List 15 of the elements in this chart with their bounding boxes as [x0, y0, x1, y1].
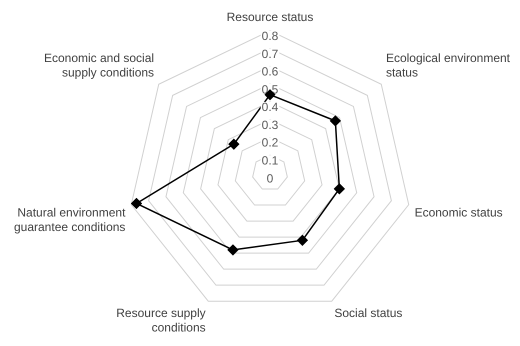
y-tick-label: 0.7	[262, 46, 279, 61]
spoke-label: Economic status	[414, 206, 503, 220]
y-tick-label: 0.8	[262, 29, 279, 44]
spoke-label: Ecological environment status	[386, 51, 511, 80]
spoke-label: Resource supply conditions	[116, 306, 206, 335]
spoke-label: Social status	[334, 306, 402, 320]
y-tick-label: 0.3	[262, 118, 279, 132]
spoke-label: Economic and social supply conditions	[44, 51, 154, 80]
spoke-label: Resource status	[226, 10, 314, 24]
y-tick-label: 0.1	[262, 154, 279, 168]
y-tick-label: 0.2	[262, 136, 279, 150]
spoke-label: Natural environment guarantee conditions	[14, 206, 126, 234]
y-tick-label: 0.4	[262, 100, 279, 114]
y-tick-label: 0.6	[262, 64, 279, 79]
y-tick-label: 0	[266, 171, 274, 186]
